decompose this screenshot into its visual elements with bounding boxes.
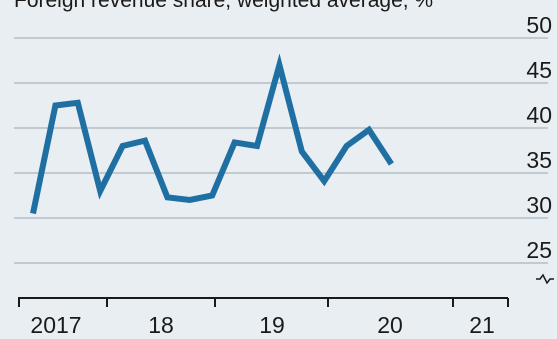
chart-subtitle: Foreign revenue share, weighted average,…: [14, 0, 433, 12]
series-line: [30, 53, 394, 215]
x-axis: [18, 297, 509, 307]
y-tick-label: 30: [526, 192, 552, 218]
series-layer: [30, 53, 394, 215]
axis-break-icon: [536, 273, 554, 285]
x-tick-label: 2017: [30, 312, 81, 338]
y-axis-ticks: 50 45 40 35 30 25: [526, 12, 554, 285]
y-tick-label: 35: [526, 147, 552, 173]
y-tick-label: 40: [526, 102, 552, 128]
x-axis-ticks: 2017 18 19 20 21: [30, 312, 494, 338]
y-tick-label: 45: [526, 57, 552, 83]
x-tick-label: 20: [377, 312, 403, 338]
y-tick-label: 50: [526, 12, 552, 38]
x-tick-label: 21: [469, 312, 495, 338]
grid-layer: [14, 37, 548, 264]
x-tick-label: 18: [148, 312, 174, 338]
y-tick-label: 25: [526, 237, 552, 263]
x-tick-label: 19: [259, 312, 285, 338]
